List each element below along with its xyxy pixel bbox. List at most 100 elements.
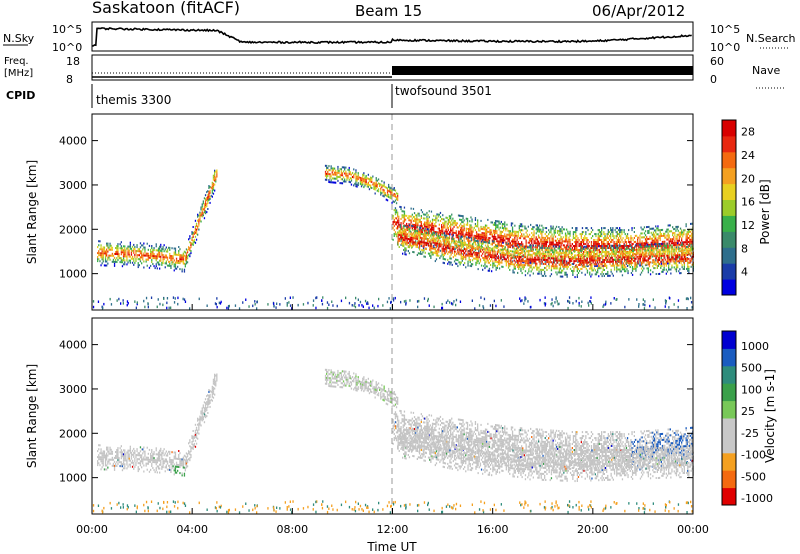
power-cell: [565, 255, 567, 258]
power-cell: [347, 168, 349, 171]
power-cell: [445, 238, 447, 241]
power-cell: [527, 241, 529, 244]
power-cell: [151, 253, 153, 255]
power-cell: [194, 229, 197, 232]
power-cell: [169, 262, 171, 265]
power-cell: [455, 234, 457, 237]
power-cell: [146, 252, 148, 255]
power-cell: [465, 227, 467, 230]
power-cell: [548, 257, 550, 260]
power-cell: [470, 224, 472, 227]
power-cell: [403, 243, 405, 245]
power-cell: [528, 237, 531, 240]
power-cell: [446, 246, 448, 249]
power-cell: [432, 239, 434, 242]
power-cell: [561, 252, 563, 255]
power-cell: [548, 249, 550, 252]
power-cell: [634, 234, 637, 237]
power-cell: [183, 268, 186, 271]
power-cell: [402, 230, 404, 233]
power-cell: [536, 246, 538, 249]
power-cell: [611, 272, 613, 275]
power-cell: [184, 251, 186, 254]
power-cell: [101, 256, 103, 259]
power-cell: [133, 257, 135, 260]
power-cell: [673, 228, 675, 231]
power-cell: [562, 228, 564, 231]
power-cell: [328, 165, 330, 168]
power-cell: [630, 251, 632, 253]
power-cell: [637, 261, 639, 264]
power-cell: [611, 255, 613, 257]
power-cell: [120, 247, 122, 250]
power-cell: [644, 253, 646, 256]
power-cell: [643, 255, 645, 258]
power-cell: [563, 251, 565, 254]
power-cell: [505, 249, 507, 252]
power-cell: [589, 259, 591, 262]
power-cell: [447, 258, 449, 261]
power-cell: [603, 231, 605, 234]
power-cell: [442, 253, 444, 256]
power-cell: [180, 258, 182, 261]
power-cell: [168, 264, 170, 267]
power-cell: [155, 249, 157, 252]
power-cell: [549, 259, 551, 262]
power-cell: [621, 264, 624, 267]
power-cell: [474, 225, 477, 227]
power-cell: [571, 262, 573, 265]
power-cell: [469, 242, 471, 245]
power-cell: [443, 242, 445, 245]
power-cell: [150, 254, 152, 257]
power-cell: [544, 241, 546, 243]
power-cell: [411, 223, 413, 226]
power-cell: [425, 244, 427, 247]
power-cell: [360, 179, 363, 182]
power-cell: [515, 232, 517, 235]
power-cell: [156, 253, 158, 256]
date-title: 06/Apr/2012: [592, 2, 685, 20]
power-cell: [480, 250, 483, 253]
power-cell: [486, 238, 488, 241]
power-cell: [533, 230, 535, 233]
power-cell: [477, 252, 479, 255]
power-cell: [460, 230, 462, 233]
power-cell: [679, 227, 682, 230]
power-cell: [525, 243, 527, 246]
power-cell: [395, 223, 398, 226]
power-cell: [133, 259, 135, 262]
power-cell: [647, 232, 649, 234]
power-cell: [619, 235, 621, 238]
power-cell: [568, 248, 570, 251]
power-cell: [373, 187, 375, 190]
power-cell: [690, 240, 692, 243]
power-cell: [584, 249, 586, 251]
power-cell: [118, 255, 120, 258]
power-cell: [683, 243, 685, 246]
power-cell: [418, 228, 421, 231]
power-cell: [525, 247, 527, 250]
power-cell: [202, 214, 204, 217]
power-cell: [616, 235, 618, 238]
power-cell: [462, 254, 465, 256]
power-cell: [477, 260, 479, 263]
power-cell: [433, 228, 435, 231]
power-cell: [340, 172, 342, 175]
power-cell: [536, 238, 538, 241]
power-cell: [405, 237, 407, 240]
power-cell: [639, 245, 642, 248]
power-cell: [412, 215, 415, 218]
power-cell: [527, 235, 529, 238]
power-cell: [452, 229, 454, 232]
power-cell: [673, 232, 675, 235]
power-cell: [155, 245, 157, 248]
power-cell: [645, 245, 647, 248]
power-cell: [530, 266, 532, 269]
power-cell: [585, 227, 587, 230]
power-cell: [495, 258, 497, 261]
power-cell: [483, 228, 486, 231]
power-cell: [463, 239, 465, 242]
power-cell: [604, 247, 606, 249]
power-cell: [376, 179, 378, 182]
power-cell: [609, 274, 611, 277]
